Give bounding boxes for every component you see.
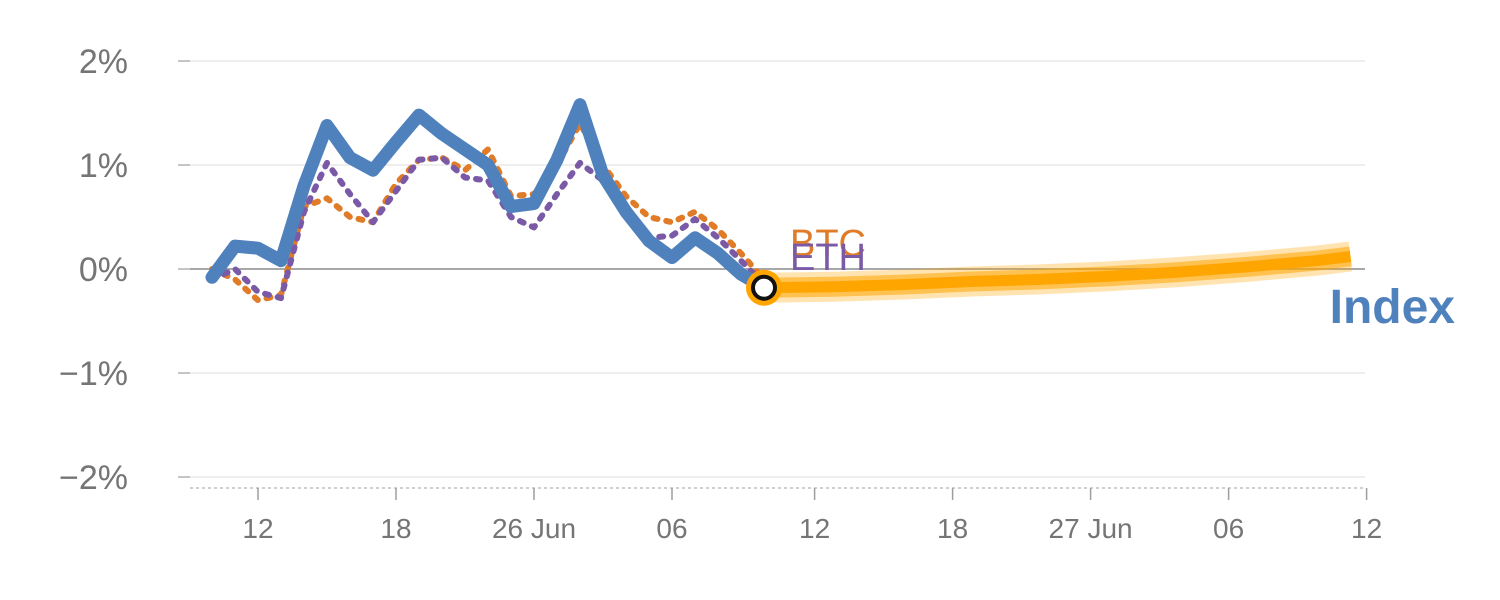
series-label-eth: ETH: [790, 237, 866, 279]
y-tick-label: 2%: [79, 43, 128, 81]
end-marker: [746, 269, 782, 306]
series-labels: BTC ETH Index: [790, 223, 1455, 334]
x-tick-label: 06: [656, 513, 687, 544]
series-lines: [205, 98, 771, 304]
series-line-index: [205, 98, 771, 295]
y-tick-label: −1%: [59, 355, 128, 393]
x-tick-label: 12: [1351, 513, 1382, 544]
y-tick-label: 0%: [79, 251, 128, 289]
x-axis: 12 18 26 Jun 06 12 18 27 Jun 06 12: [190, 487, 1382, 544]
series-label-btc: BTC: [790, 223, 866, 265]
y-tick-label: 1%: [79, 147, 128, 185]
y-tick-label: −2%: [59, 459, 128, 497]
forecast-band: [763, 241, 1353, 303]
x-tick-label: 18: [380, 513, 411, 544]
y-axis: 2% 1% 0% −1% −2%: [59, 43, 190, 497]
x-tick-label: 06: [1213, 513, 1244, 544]
x-tick-label: 26 Jun: [492, 513, 576, 544]
end-marker-inner: [751, 274, 777, 301]
gridlines: [190, 60, 1365, 478]
forecast-line: [763, 251, 1352, 294]
series-label-index: Index: [1330, 281, 1456, 334]
series-line-eth: [209, 154, 767, 302]
x-tick-label: 18: [937, 513, 968, 544]
x-tick-label: 12: [799, 513, 830, 544]
x-tick-label: 27 Jun: [1049, 513, 1133, 544]
x-tick-label: 12: [242, 513, 273, 544]
